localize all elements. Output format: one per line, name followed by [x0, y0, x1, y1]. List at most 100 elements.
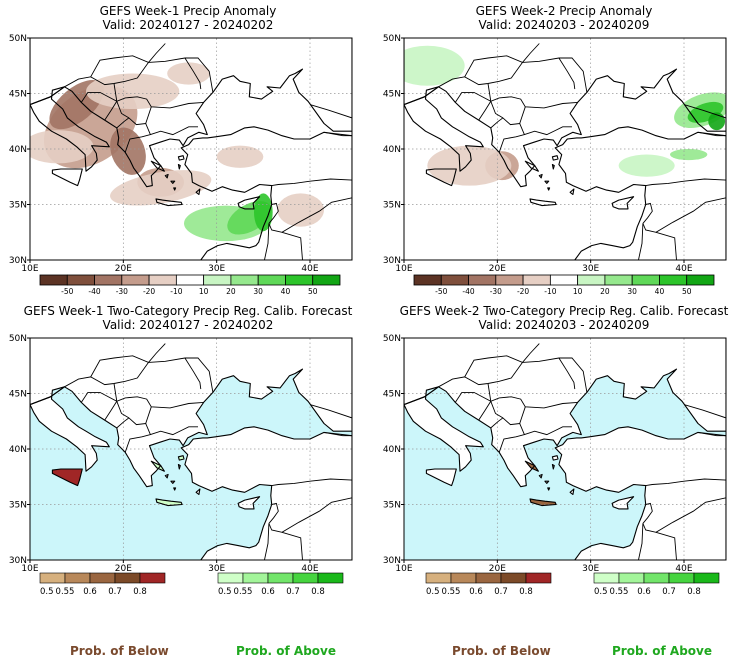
y-tick-label: 35N — [383, 201, 401, 211]
country-border-7 — [524, 126, 572, 136]
country-border-2 — [104, 83, 118, 121]
x-tick-label: 30E — [582, 264, 599, 274]
anomaly-legend-swatch — [175, 274, 205, 286]
prob-legend-swatch — [643, 572, 670, 584]
prob-legend-label: 0.5 — [426, 587, 440, 597]
anomaly-region-5 — [427, 145, 512, 186]
sea-basin-0 — [404, 437, 646, 552]
prob-above-label-right: Prob. of Above — [612, 644, 713, 658]
country-border-12 — [264, 523, 270, 560]
prob-legend-label: 0.8 — [519, 587, 533, 597]
x-tick-label: 10E — [395, 564, 412, 574]
prob-legend-label: 0.5 — [40, 587, 54, 597]
prob-legend-label: 0.6 — [83, 587, 97, 597]
coastline-aegean1 — [544, 180, 550, 184]
coastline-crete — [155, 198, 183, 207]
anomaly-legend-label: 20 — [600, 287, 610, 296]
panel-title-week1-prob: GEFS Week-1 Two-Category Precip Reg. Cal… — [23, 304, 353, 318]
map-area-week2-anomaly — [391, 38, 726, 260]
prob-legend-swatch — [317, 572, 344, 584]
anomaly-legend-swatch — [148, 274, 177, 286]
prob-above-legend-left: 0.5 0.55 0.6 0.7 0.8 — [217, 572, 344, 597]
prob-legend-label: 0.8 — [133, 587, 147, 597]
country-border-6 — [519, 106, 526, 124]
anomaly-legend-label: 40 — [655, 287, 665, 296]
x-tick-label: 20E — [115, 564, 132, 574]
map-area-week1-prob — [30, 338, 352, 560]
country-border-3 — [80, 391, 204, 409]
coastline-chios — [551, 163, 555, 170]
prob-legend-swatch — [693, 572, 720, 584]
country-border-0 — [64, 362, 149, 388]
anomaly-region-10 — [254, 193, 273, 232]
anomaly-legend-label: -30 — [490, 287, 502, 296]
coastline-aegean2 — [164, 473, 169, 479]
prob-legend-label: 0.8 — [687, 587, 701, 597]
anomaly-legend-label: -20 — [143, 287, 155, 296]
country-border-16 — [148, 343, 166, 363]
coastline-euboea — [524, 160, 539, 172]
coastline-aegean3 — [173, 187, 177, 191]
prob-legend-swatch — [217, 572, 244, 584]
prob-legend-swatch — [450, 572, 477, 584]
country-border-3 — [454, 91, 578, 109]
coastline-balkansEurope — [404, 338, 726, 488]
map-panel-week1-anomaly: 10E 20E 30E 40E 50N 45N 40N 35N 30N — [9, 34, 353, 274]
coastline-aegean2 — [164, 173, 169, 179]
anomaly-legend-label: -30 — [116, 287, 128, 296]
anomaly-region-11 — [216, 145, 264, 168]
prob-above-label-left: Prob. of Above — [236, 644, 337, 658]
anomaly-region-2 — [30, 130, 94, 164]
y-tick-label: 40N — [383, 445, 401, 455]
country-border-16 — [522, 43, 540, 63]
anomaly-region-7 — [670, 149, 708, 161]
anomaly-legend: -50 -40 -30 -20 -10 10 20 30 40 50 — [413, 274, 715, 296]
country-border-1 — [464, 55, 588, 93]
coastline-rhodes — [569, 188, 575, 196]
coastline-corsica — [391, 116, 399, 134]
coastline-aegean1 — [544, 480, 550, 484]
coastline-turkeyMiddleEast — [30, 426, 352, 560]
country-border-9 — [271, 178, 352, 187]
coastline-cyprus — [237, 196, 261, 210]
anomaly-legend-swatch — [39, 274, 68, 286]
prob-legend-label: 0.6 — [469, 587, 483, 597]
country-border-1 — [464, 355, 588, 393]
anomaly-legend-label: 20 — [226, 287, 236, 296]
anomaly-legend-label: 50 — [308, 287, 318, 296]
coastline-cyprus — [237, 496, 261, 510]
anomaly-legend-swatch — [121, 274, 150, 286]
coastline-chios — [177, 463, 181, 470]
coastline-aegean3 — [547, 187, 551, 191]
y-tick-label: 40N — [9, 445, 27, 455]
coastline-turkeyMiddleEast — [404, 126, 726, 260]
y-tick-label: 30N — [383, 256, 401, 266]
country-border-13 — [281, 231, 303, 260]
x-tick-label: 20E — [115, 264, 132, 274]
island-fill-cyprus — [238, 496, 260, 509]
y-tick-label: 40N — [9, 145, 27, 155]
coastline-turkeyMiddleEast — [30, 126, 352, 260]
coastline-euboea — [524, 460, 539, 472]
coastline-rhodes — [195, 188, 201, 196]
country-border-5 — [490, 401, 504, 419]
prob-legend-label: 0.5 — [218, 587, 232, 597]
prob-legend-label: 0.7 — [662, 587, 676, 597]
coastline-euboea — [150, 460, 165, 472]
coastline-lesbos — [177, 155, 185, 161]
prob-legend-swatch — [242, 572, 269, 584]
prob-below-legend-left: 0.5 0.55 0.6 0.7 0.8 — [39, 572, 166, 597]
country-border-2 — [104, 383, 118, 421]
coastline-rhodes — [195, 488, 201, 496]
prob-below-label-right: Prob. of Below — [452, 644, 551, 658]
anomaly-legend-swatch — [577, 274, 606, 286]
coastline-crete — [529, 498, 557, 507]
country-border-6 — [145, 106, 152, 124]
prob-legend-label: 0.55 — [610, 587, 629, 597]
coastline-sicily — [425, 468, 457, 487]
anomaly-legend-swatch — [659, 274, 688, 286]
anomaly-legend-label: 50 — [682, 287, 692, 296]
coastline-turkeyMiddleEast — [404, 426, 726, 560]
y-tick-label: 30N — [9, 556, 27, 566]
anomaly-legend-swatch — [203, 274, 232, 286]
